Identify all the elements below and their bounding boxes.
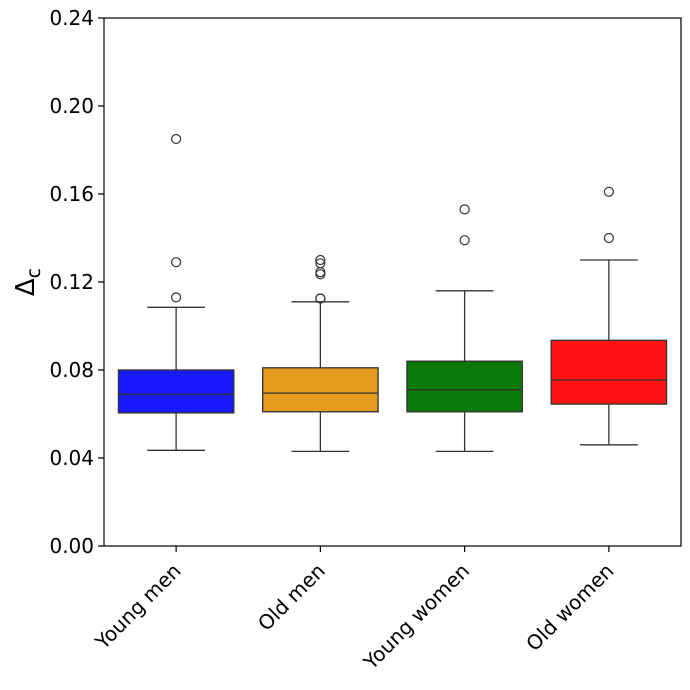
y-tick-label: 0.12: [49, 270, 94, 294]
y-axis-label: Δc: [11, 268, 45, 296]
y-axis: 0.00 0.04 0.08 0.12 0.16 0.20 0.24: [49, 6, 104, 558]
y-tick-label: 0.16: [49, 182, 94, 206]
box-group: [406, 204, 523, 453]
iqr-box: [406, 360, 523, 413]
outlier-point: [459, 204, 470, 215]
outlier-point: [315, 254, 326, 266]
outlier-point: [171, 133, 182, 145]
outlier-point: [315, 258, 326, 269]
outlier-point: [603, 186, 614, 197]
outlier-point: [603, 232, 614, 244]
box-group: [262, 254, 379, 453]
y-axis-label-sub: c: [23, 268, 45, 278]
outlier-point: [315, 267, 326, 278]
outlier-point: [171, 292, 182, 303]
iqr-box: [262, 367, 379, 413]
y-tick-label: 0.24: [49, 6, 94, 30]
outlier-point: [459, 235, 470, 246]
y-tick-label: 0.00: [49, 534, 94, 558]
box-group: [117, 133, 235, 451]
y-axis-label-main: Δ: [11, 278, 41, 296]
y-tick-label: 0.08: [49, 358, 94, 382]
y-tick-label: 0.20: [49, 94, 94, 118]
x-tick-label: Young men: [90, 559, 186, 655]
plot-area: [117, 133, 668, 453]
x-tick-label: Old men: [253, 559, 330, 636]
x-axis: Young men Old men Young women Old women: [90, 546, 618, 675]
iqr-box: [117, 369, 235, 414]
x-tick-label: Old women: [521, 559, 618, 656]
y-tick-label: 0.04: [49, 446, 94, 470]
outlier-point: [171, 257, 182, 268]
x-tick-label: Young women: [358, 559, 474, 675]
outlier-point: [315, 293, 326, 304]
axes-frame: [103, 17, 682, 547]
iqr-box: [550, 339, 668, 405]
outlier-point: [315, 269, 326, 280]
box-group: [550, 186, 668, 446]
